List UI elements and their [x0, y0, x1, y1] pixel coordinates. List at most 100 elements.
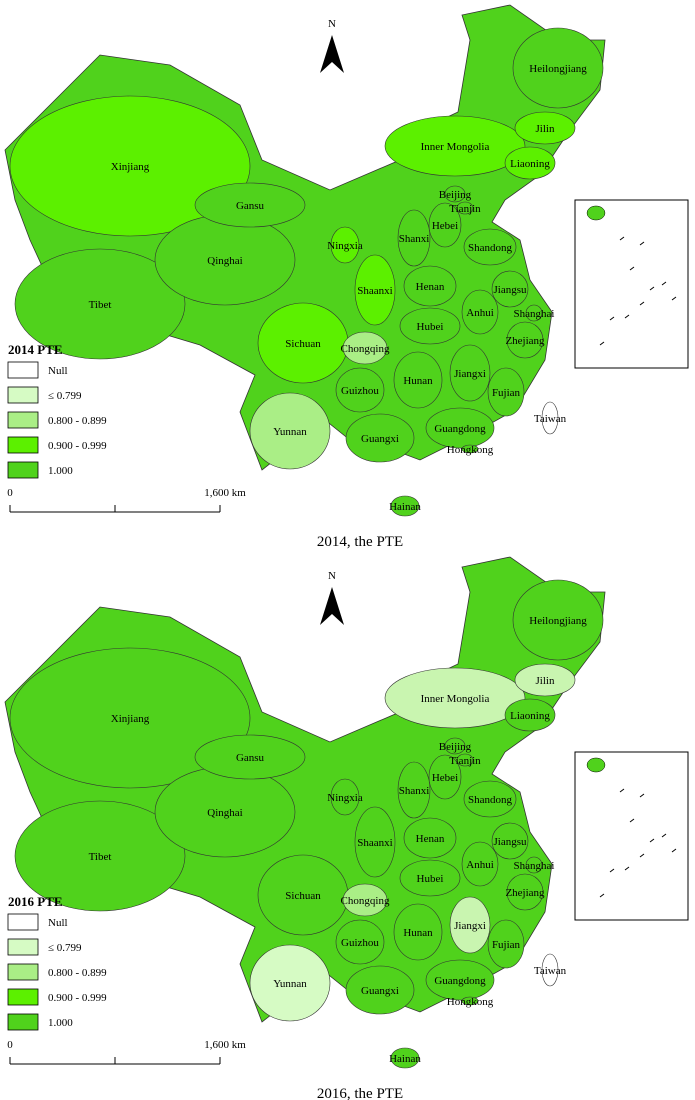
- province-label: Tibet: [89, 299, 112, 311]
- province-region: [463, 780, 517, 818]
- province-label: Hunan: [403, 375, 433, 387]
- province-label: Shaanxi: [357, 837, 392, 849]
- province-region: [504, 698, 556, 732]
- province-label: Jilin: [536, 675, 555, 687]
- province-region: [456, 201, 474, 215]
- province-label: Hebei: [432, 772, 458, 784]
- province-label: Tianjin: [449, 203, 481, 215]
- province-label: Jiangxi: [454, 920, 486, 932]
- province-label: Hongkong: [447, 996, 494, 1008]
- province-region: [354, 806, 396, 878]
- province-region: [512, 579, 604, 661]
- scale-end: 1,600 km: [204, 1039, 246, 1051]
- province-region: [506, 321, 544, 359]
- province-label: Beijing: [439, 741, 472, 753]
- province-label: Qinghai: [207, 807, 242, 819]
- province-region: [425, 959, 495, 1001]
- legend-swatch: [7, 963, 39, 981]
- province-region: [9, 95, 251, 237]
- province-region: [342, 331, 388, 365]
- inset-islet: [599, 893, 605, 898]
- scale-end: 1,600 km: [204, 487, 246, 499]
- province-label: Ningxia: [327, 792, 363, 804]
- province-label: Sichuan: [285, 890, 321, 902]
- province-label: Hebei: [432, 220, 458, 232]
- province-label: Hubei: [417, 873, 444, 885]
- province-label: Heilongjiang: [529, 615, 587, 627]
- province-region: [335, 367, 385, 413]
- scale-start: 0: [7, 1039, 13, 1051]
- province-region: [399, 307, 461, 345]
- legend-label: 0.800 - 0.899: [48, 415, 107, 427]
- province-label: Shaanxi: [357, 285, 392, 297]
- province-label: Shandong: [468, 794, 513, 806]
- province-label: Hainan: [389, 501, 421, 513]
- province-label: Inner Mongolia: [421, 693, 490, 705]
- province-label: Guizhou: [341, 937, 379, 949]
- province-region: [461, 996, 479, 1006]
- province-label: Fujian: [492, 939, 521, 951]
- province-label: Chongqing: [341, 343, 390, 355]
- inset-frame: [574, 199, 689, 369]
- inset-islet: [639, 301, 645, 306]
- inset-islet: [649, 286, 655, 291]
- province-region: [461, 289, 499, 335]
- province-label: Shanxi: [399, 233, 430, 245]
- province-region: [397, 761, 431, 819]
- north-label: N: [328, 18, 336, 30]
- province-label: Guangxi: [361, 433, 399, 445]
- province-region: [342, 883, 388, 917]
- province-region: [425, 407, 495, 449]
- province-region: [506, 873, 544, 911]
- legend-swatch: [7, 938, 39, 956]
- legend-swatch: [7, 461, 39, 479]
- inset-islet: [619, 788, 625, 793]
- province-region: [397, 209, 431, 267]
- legend-title: 2016 PTE: [8, 894, 63, 909]
- inset-islet: [629, 818, 635, 823]
- province-label: Guizhou: [341, 385, 379, 397]
- province-label: Chongqing: [341, 895, 390, 907]
- province-region: [504, 146, 556, 180]
- province-region: [491, 270, 529, 308]
- legend-swatch: [7, 411, 39, 429]
- province-region: [525, 304, 543, 322]
- legend-label: 0.800 - 0.899: [48, 967, 107, 979]
- inset-island: [586, 757, 606, 773]
- province-region: [514, 663, 576, 697]
- province-label: Zhejiang: [505, 335, 545, 347]
- scale-start: 0: [7, 487, 13, 499]
- legend-label: Null: [48, 917, 68, 929]
- province-region: [512, 27, 604, 109]
- inset-frame: [574, 751, 689, 921]
- inset-islet: [609, 868, 615, 873]
- province-region: [330, 226, 360, 264]
- province-label: Jiangsu: [494, 284, 528, 296]
- province-label: Hongkong: [447, 444, 494, 456]
- province-label: Yunnan: [273, 426, 307, 438]
- inset-islet: [599, 341, 605, 346]
- province-region: [449, 896, 491, 954]
- province-region: [463, 228, 517, 266]
- legend-swatch: [7, 361, 39, 379]
- province-region: [487, 919, 525, 969]
- province-label: Guangdong: [434, 975, 486, 987]
- inset-islet: [639, 793, 645, 798]
- province-label: Hainan: [389, 1053, 421, 1065]
- province-region: [345, 965, 415, 1015]
- legend-label: 1.000: [48, 465, 73, 477]
- province-region: [461, 841, 499, 887]
- legend-label: Null: [48, 365, 68, 377]
- province-region: [354, 254, 396, 326]
- province-label: Shanghai: [514, 308, 555, 320]
- legend-label: 0.900 - 0.999: [48, 992, 107, 1004]
- legend-label: 0.900 - 0.999: [48, 440, 107, 452]
- province-region: [14, 800, 186, 912]
- map-panel: Xinjiang Tibet Qinghai Gansu Inner Mongolia H…: [4, 4, 689, 550]
- north-label: N: [328, 570, 336, 582]
- legend-swatch: [7, 913, 39, 931]
- province-region: [249, 392, 331, 470]
- inset-islet: [649, 838, 655, 843]
- province-label: Taiwan: [534, 965, 567, 977]
- inset-islet: [624, 866, 630, 871]
